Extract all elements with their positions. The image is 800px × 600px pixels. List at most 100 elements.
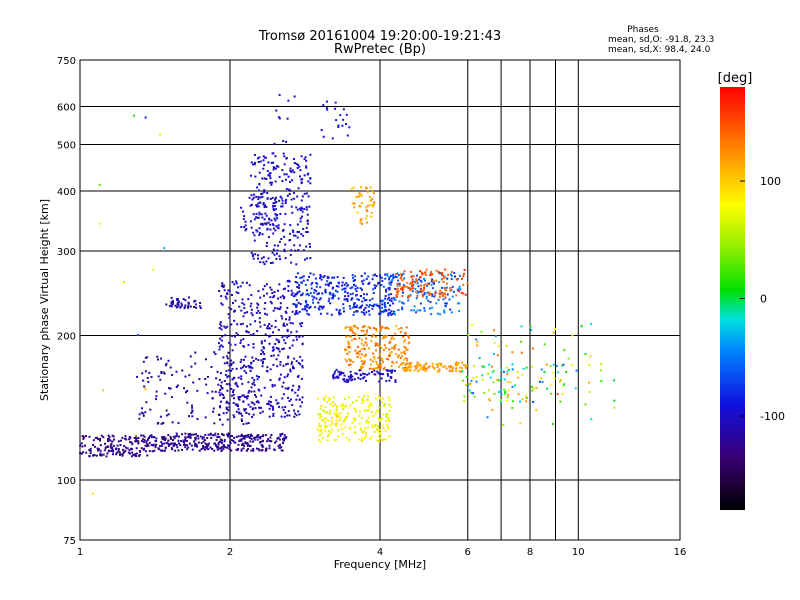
data-point — [230, 364, 233, 367]
data-point — [377, 425, 380, 428]
data-point — [243, 409, 246, 412]
data-point — [185, 440, 188, 442]
data-point — [380, 373, 383, 375]
data-point — [257, 216, 260, 219]
data-point — [370, 211, 373, 214]
data-point — [261, 362, 264, 365]
data-point — [378, 440, 380, 443]
data-point — [252, 381, 255, 384]
data-point — [358, 192, 361, 194]
data-point — [390, 351, 393, 354]
data-point — [334, 107, 337, 110]
data-point — [338, 312, 341, 314]
data-point — [376, 428, 379, 431]
data-point — [520, 351, 523, 354]
data-point — [296, 195, 299, 198]
data-point — [306, 304, 309, 307]
data-point — [379, 429, 382, 432]
data-point — [377, 356, 380, 359]
data-point — [337, 435, 340, 438]
data-point — [438, 281, 441, 284]
data-point — [396, 291, 399, 294]
data-point — [175, 370, 178, 373]
data-point — [378, 353, 381, 356]
data-point — [216, 436, 219, 439]
data-point — [370, 410, 373, 413]
data-point — [464, 365, 467, 368]
data-point — [284, 387, 287, 390]
data-point — [249, 334, 252, 336]
data-point — [416, 365, 419, 368]
data-point — [363, 437, 366, 440]
data-point — [115, 453, 118, 456]
data-point — [355, 399, 358, 402]
data-point — [328, 282, 331, 285]
data-point — [394, 344, 397, 347]
data-point — [222, 434, 225, 437]
data-point — [360, 311, 363, 314]
data-point — [405, 326, 408, 329]
data-point — [244, 220, 247, 223]
data-point — [94, 436, 97, 439]
data-point — [359, 378, 362, 381]
data-point — [298, 284, 301, 287]
data-point — [348, 346, 350, 349]
data-point — [289, 368, 292, 371]
data-point — [338, 313, 341, 316]
data-point — [333, 412, 336, 415]
data-point — [266, 192, 269, 194]
data-point — [227, 313, 230, 316]
data-point — [242, 210, 244, 213]
data-point — [335, 406, 338, 409]
data-point — [386, 273, 389, 276]
data-point — [184, 299, 187, 302]
data-point — [268, 447, 271, 450]
data-point — [352, 417, 355, 420]
data-point — [309, 153, 312, 156]
data-point — [213, 351, 216, 354]
data-point — [342, 108, 345, 111]
data-point — [247, 403, 250, 406]
data-point — [497, 379, 500, 382]
data-point — [445, 282, 448, 285]
data-point — [493, 341, 496, 344]
data-point — [407, 299, 410, 302]
data-point — [295, 276, 298, 278]
data-point — [371, 189, 374, 192]
data-point — [295, 263, 298, 266]
data-point — [375, 329, 378, 332]
data-point — [104, 447, 107, 450]
data-point — [525, 395, 528, 398]
data-point — [343, 310, 345, 313]
data-point — [385, 380, 388, 382]
data-point — [283, 325, 286, 327]
data-point — [218, 348, 221, 351]
data-point — [410, 365, 413, 368]
data-point — [372, 415, 375, 418]
data-point — [415, 290, 417, 293]
data-point — [423, 292, 426, 294]
data-point — [371, 424, 374, 427]
data-point — [278, 446, 281, 449]
data-point — [88, 435, 91, 438]
data-point — [265, 205, 268, 208]
data-point — [213, 422, 216, 425]
data-point — [348, 378, 351, 381]
data-point — [186, 390, 189, 392]
data-point — [260, 394, 263, 397]
data-point — [424, 283, 427, 286]
data-point — [407, 286, 410, 289]
data-point — [419, 309, 422, 312]
data-point — [373, 356, 376, 359]
data-point — [238, 411, 241, 414]
data-point — [387, 314, 390, 317]
data-point — [108, 436, 111, 439]
data-point — [288, 318, 291, 321]
data-point — [286, 330, 289, 333]
data-point — [419, 284, 422, 287]
data-point — [422, 368, 425, 371]
data-point — [257, 448, 260, 451]
data-point — [315, 297, 318, 300]
data-point — [346, 352, 349, 355]
x-tick-label: 8 — [527, 547, 533, 558]
